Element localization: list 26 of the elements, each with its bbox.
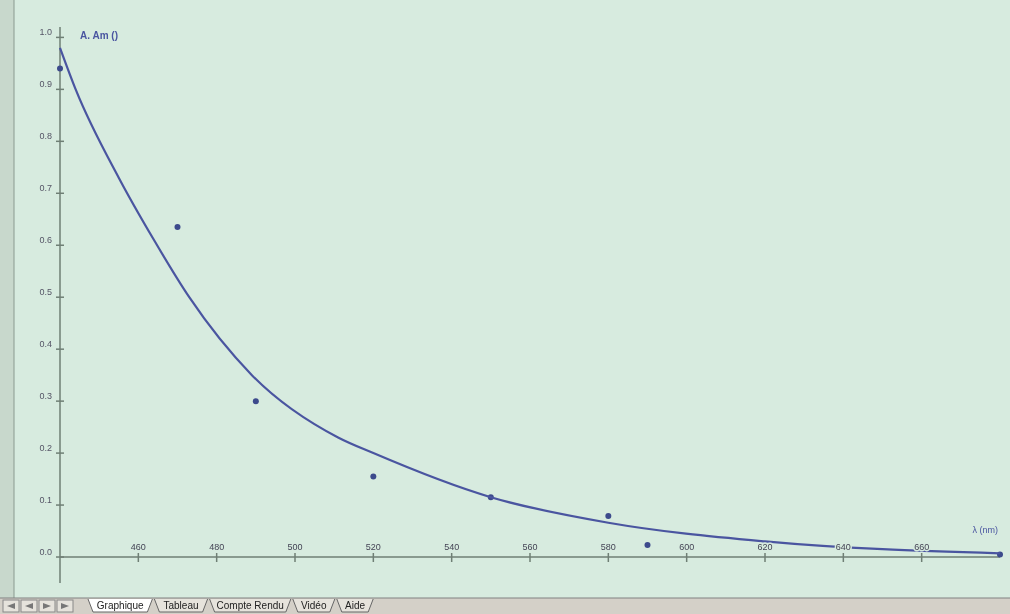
y-tick-label: 0.9 <box>39 79 52 90</box>
x-tick-label: 480 <box>209 542 225 553</box>
x-axis-title: λ (nm) <box>972 525 998 536</box>
x-tick-label: 520 <box>365 542 381 553</box>
y-tick-label: 0.3 <box>39 391 52 402</box>
x-tick-label: 500 <box>287 542 303 553</box>
y-tick-label: 0.8 <box>39 131 52 142</box>
x-tick-label: 540 <box>444 542 460 553</box>
y-tick-label: 0.0 <box>39 547 52 558</box>
tab: Tableau <box>153 598 209 613</box>
x-tick-label: 620 <box>757 542 773 553</box>
y-tick-label: 0.6 <box>39 235 52 246</box>
y-tick-label: 0.7 <box>39 183 52 194</box>
x-tick-label: 560 <box>522 542 538 553</box>
tab: Graphique <box>87 598 153 613</box>
y-tick-label: 1.0 <box>39 27 52 38</box>
y-tick-label: 0.4 <box>39 339 52 350</box>
tab: Compte Rendu <box>209 598 292 613</box>
y-axis-title: A. Am () <box>80 30 118 41</box>
x-tick-label: 580 <box>600 542 616 553</box>
y-tick-label: 0.2 <box>39 443 52 454</box>
x-tick-label: 600 <box>679 542 695 553</box>
y-tick-label: 0.1 <box>39 495 52 506</box>
x-tick-label: 460 <box>130 542 146 553</box>
x-tick-label: 660 <box>914 542 930 553</box>
y-tick-label: 0.5 <box>39 287 52 298</box>
